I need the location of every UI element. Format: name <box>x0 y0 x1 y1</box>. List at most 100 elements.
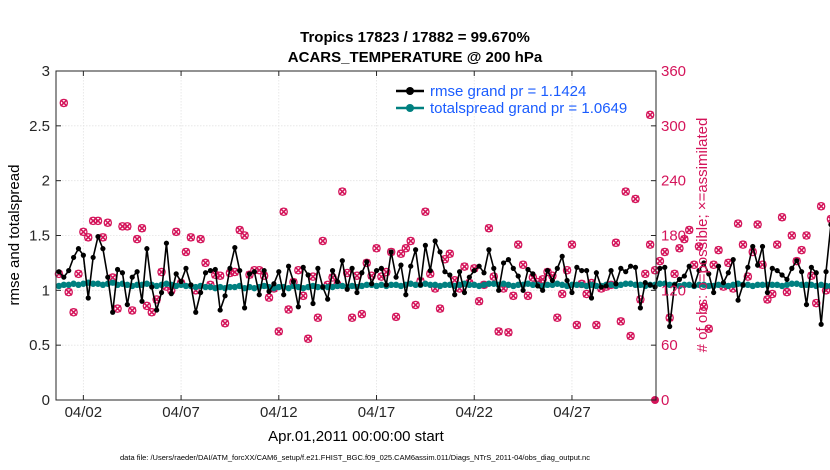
y-right-tick-label: 0 <box>661 392 669 409</box>
obs-assimilated-marker <box>60 99 68 107</box>
rmse-point <box>745 264 751 270</box>
obs-point <box>582 289 591 299</box>
spread-point <box>89 280 97 287</box>
obs-point <box>655 256 665 266</box>
spread-point <box>583 282 590 290</box>
rmse-point <box>276 269 282 275</box>
rmse-point <box>613 281 619 287</box>
rmse-point <box>540 287 546 293</box>
obs-possible-marker <box>743 272 753 281</box>
spread-point <box>681 281 688 289</box>
rmse-point <box>173 271 179 277</box>
rmse-line <box>58 225 830 327</box>
rmse-point <box>413 247 419 253</box>
obs-point <box>567 240 577 249</box>
x-tick-label: 04/17 <box>358 404 396 421</box>
rmse-point <box>486 247 492 253</box>
rmse-point <box>364 259 370 265</box>
rmse-point <box>652 284 658 290</box>
obs-possible-marker <box>509 291 518 301</box>
spread-point <box>666 281 673 289</box>
rmse-point <box>623 269 629 275</box>
y-left-tick-label: 0 <box>42 392 50 409</box>
obs-assimilated-marker <box>372 244 381 253</box>
obs-point <box>694 242 704 251</box>
right-axis-ticks: 0 60 120 180 240 300 360 <box>651 63 686 409</box>
obs-possible-marker <box>797 245 806 255</box>
spread-point <box>397 282 405 290</box>
spread-point <box>729 281 737 289</box>
rmse-point <box>114 266 121 273</box>
obs-possible-marker <box>284 305 293 314</box>
rmse-point <box>329 267 336 274</box>
rmse-point <box>774 267 780 274</box>
obs-assimilated-marker <box>612 239 620 247</box>
rmse-point <box>427 267 433 274</box>
obs-assimilated-marker <box>147 308 156 317</box>
obs-assimilated-marker <box>631 195 640 203</box>
rmse-point <box>505 257 512 263</box>
obs-assimilated-marker <box>74 270 83 278</box>
obs-point <box>284 305 293 314</box>
obs-assimilated-marker <box>196 235 205 243</box>
obs-possible-marker <box>772 240 782 249</box>
rmse-point <box>100 246 106 252</box>
y-left-tick-label: 2 <box>42 173 50 190</box>
rmse-point <box>647 282 653 288</box>
obs-assimilated-marker <box>108 273 117 282</box>
obs-possible-marker <box>680 234 689 244</box>
obs-possible-marker <box>733 219 743 228</box>
y-left-tick-label: 1 <box>42 282 50 299</box>
obs-point <box>704 324 714 333</box>
obs-point <box>113 304 122 313</box>
rmse-point <box>369 281 375 287</box>
rmse-point <box>789 265 795 271</box>
rmse-point <box>61 274 67 280</box>
obs-assimilated-marker <box>353 271 361 280</box>
obs-possible-marker <box>93 216 103 226</box>
obs-possible-marker <box>64 287 73 297</box>
spread-point <box>392 281 400 289</box>
obs-point <box>64 287 73 297</box>
obs-assimilated-marker <box>406 237 415 245</box>
obs-assimilated-marker <box>485 224 493 232</box>
obs-assimilated-marker <box>348 313 356 322</box>
obs-point <box>406 236 415 246</box>
obs-possible-marker <box>738 240 748 249</box>
obs-assimilated-marker <box>304 335 312 343</box>
obs-assimilated-marker <box>661 248 669 256</box>
rmse-point <box>198 289 204 296</box>
rmse-point <box>295 304 301 310</box>
rmse-point <box>618 265 624 271</box>
obs-assimilated-marker <box>656 257 664 265</box>
rmse-point <box>163 240 170 246</box>
spread-point <box>578 281 585 289</box>
spread-point <box>431 281 439 289</box>
obs-possible-marker <box>660 247 670 257</box>
obs-assimilated-marker <box>64 288 73 296</box>
spread-point <box>329 283 336 291</box>
obs-point <box>523 291 533 301</box>
obs-point <box>684 225 694 235</box>
y-right-tick-label: 300 <box>661 118 686 135</box>
obs-possible-marker <box>714 245 723 255</box>
rmse-point <box>80 252 86 258</box>
spread-point <box>456 281 463 289</box>
rmse-point <box>466 274 472 280</box>
rmse-point <box>481 270 487 276</box>
legend-spread-marker <box>406 104 414 112</box>
rmse-point <box>246 271 253 277</box>
spread-point <box>783 281 791 289</box>
obs-possible-marker <box>494 327 503 336</box>
rmse-point <box>422 242 428 248</box>
rmse-point <box>432 238 438 244</box>
x-axis-ticks: 04/02 04/07 04/12 04/17 04/22 04/27 <box>65 71 591 421</box>
spread-point <box>617 281 625 289</box>
rmse-point <box>202 270 209 276</box>
rmse-point <box>667 323 673 330</box>
obs-possible-marker <box>377 272 386 281</box>
legend-spread-label: totalspread grand pr = 1.0649 <box>430 100 627 117</box>
obs-assimilated-marker <box>651 266 659 274</box>
rmse-point <box>657 265 663 271</box>
rmse-point <box>711 289 717 296</box>
